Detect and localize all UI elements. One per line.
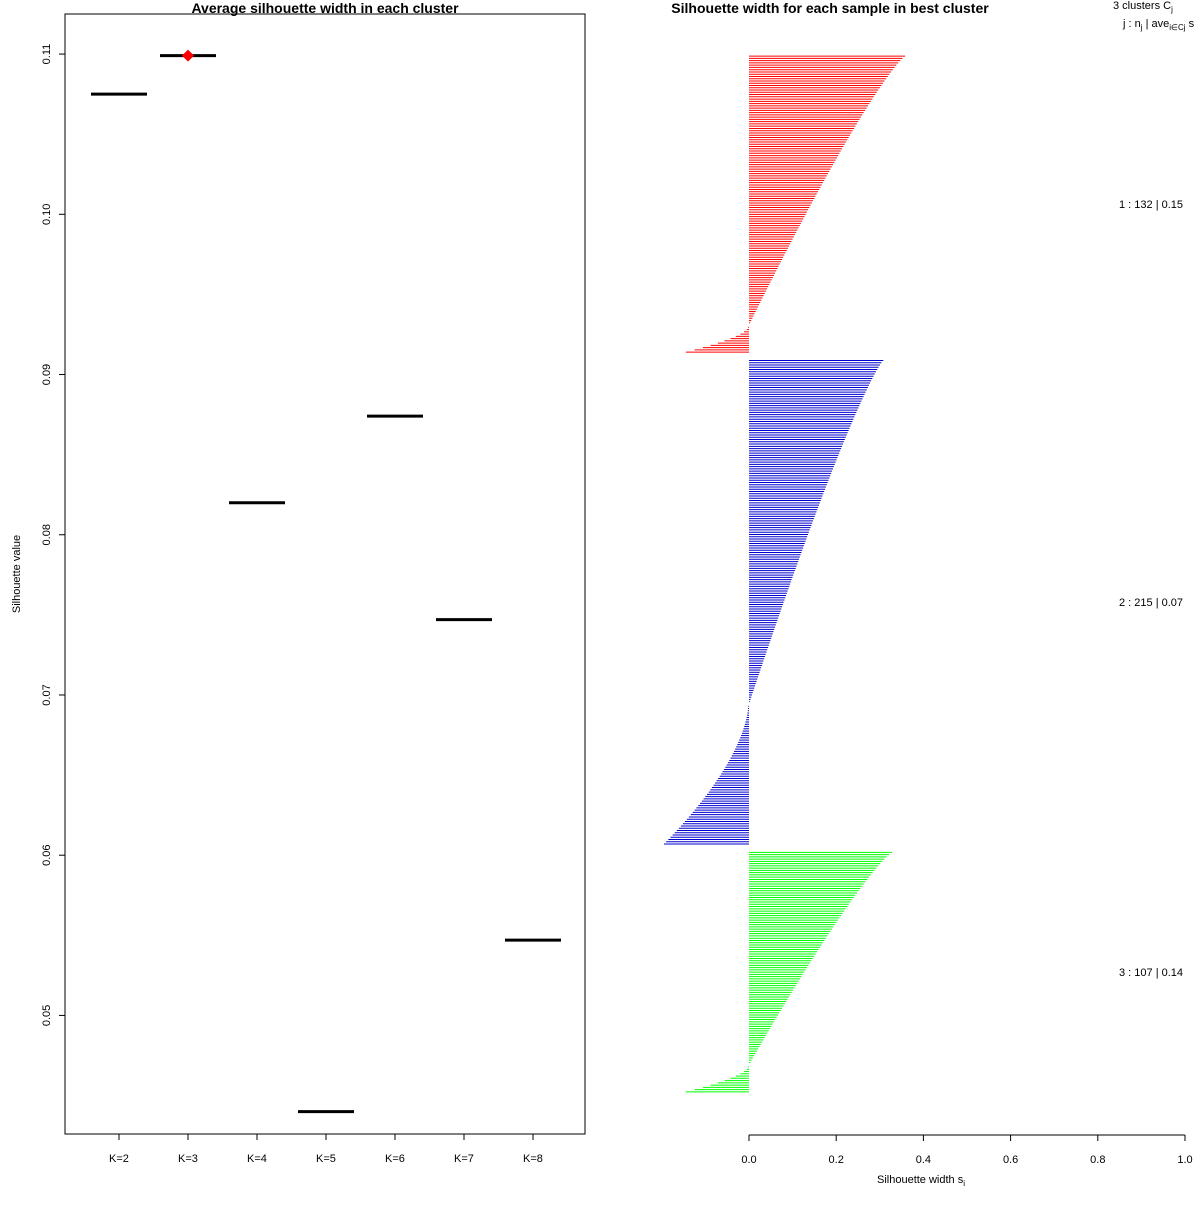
left-x-tick-label: K=8: [523, 1153, 543, 1165]
left-y-axis: 0.05 0.06 0.07 0.08 0.09 0.10 0.11: [41, 44, 65, 1026]
left-chart-marks: [91, 49, 561, 1114]
right-x-axis-label-main: Silhouette width s: [877, 1174, 964, 1186]
left-y-tick-label: 0.07: [41, 684, 53, 705]
left-x-tick-label: K=6: [385, 1153, 405, 1165]
left-x-axis: K=2 K=3 K=4 K=5 K=6 K=7 K=8: [109, 1134, 543, 1165]
legend-header-j: j : n: [1122, 18, 1141, 30]
right-panel: Silhouette width for each sample in best…: [663, 0, 1195, 1188]
cluster-legend-entry: 3 : 107 | 0.14: [1119, 967, 1183, 979]
right-x-tick-label: 0.6: [1003, 1154, 1018, 1166]
legend-header-s: s: [1186, 18, 1195, 30]
left-x-tick-label: K=7: [454, 1153, 474, 1165]
right-chart-title: Silhouette width for each sample in best…: [671, 0, 989, 16]
right-x-tick-label: 0.0: [741, 1154, 756, 1166]
cluster-3-bars: [685, 851, 893, 1093]
legend-header-ave-sub: i∈Cj: [1169, 23, 1186, 32]
cluster-legend-entry: 1 : 132 | 0.15: [1119, 199, 1183, 211]
right-x-axis: 0.0 0.2 0.4 0.6 0.8 1.0: [741, 1134, 1193, 1166]
right-x-tick-label: 0.8: [1090, 1154, 1105, 1166]
left-x-tick-label: K=5: [316, 1153, 336, 1165]
left-plot-frame: [64, 13, 586, 1135]
left-x-tick-label: K=2: [109, 1153, 129, 1165]
left-y-tick-label: 0.11: [41, 44, 53, 65]
cluster-2-bars: [663, 359, 884, 845]
left-y-tick-label: 0.09: [41, 364, 53, 385]
best-k-marker: [182, 49, 194, 62]
left-x-tick-label: K=4: [247, 1153, 267, 1165]
left-y-axis-label: Silhouette value: [11, 535, 23, 613]
legend-header-j-sub: j: [1140, 23, 1143, 32]
left-y-tick-label: 0.10: [41, 204, 53, 225]
legend-header-line1: 3 clusters Cj: [1113, 0, 1173, 14]
left-x-tick-label: K=3: [178, 1153, 198, 1165]
legend-header-clusters: 3 clusters C: [1113, 0, 1171, 12]
left-y-tick-label: 0.08: [41, 524, 53, 545]
left-y-tick-label: 0.05: [41, 1005, 53, 1026]
cluster-legend-header: 3 clusters Cj j : nj | avei∈Cj s: [1113, 0, 1195, 32]
right-x-tick-label: 0.2: [829, 1154, 844, 1166]
right-x-axis-label-sub: i: [963, 1179, 965, 1188]
silhouette-bars: [663, 55, 906, 1093]
right-x-tick-label: 1.0: [1177, 1154, 1192, 1166]
left-y-tick-label: 0.06: [41, 844, 53, 865]
left-chart-title: Average silhouette width in each cluster: [191, 0, 459, 16]
legend-header-ave: | ave: [1143, 18, 1170, 30]
legend-header-clusters-sub: j: [1170, 5, 1173, 14]
right-x-axis-label: Silhouette width si: [877, 1174, 965, 1188]
cluster-legend-entry: 2 : 215 | 0.07: [1119, 597, 1183, 609]
left-panel: Average silhouette width in each cluster…: [11, 0, 586, 1165]
cluster-legend: 1 : 132 | 0.15 2 : 215 | 0.07 3 : 107 | 0.…: [1119, 199, 1183, 979]
right-x-tick-label: 0.4: [916, 1154, 931, 1166]
cluster-1-bars: [685, 55, 906, 353]
legend-header-line2: j : nj | avei∈Cj s: [1122, 18, 1195, 32]
